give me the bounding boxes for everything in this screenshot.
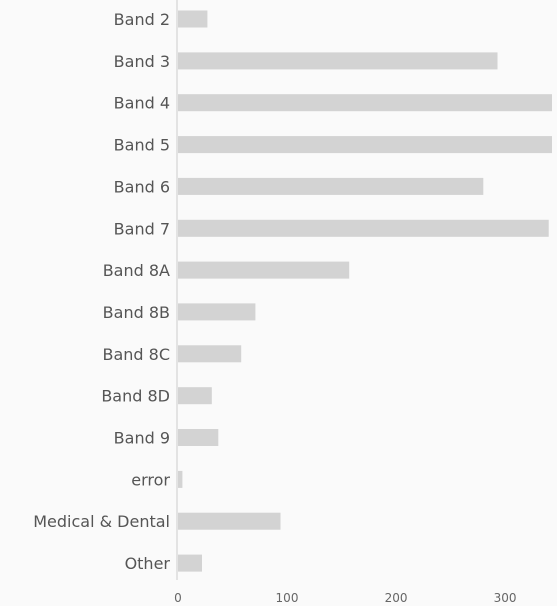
bar-band-8a xyxy=(178,261,350,279)
category-label-band-4: Band 4 xyxy=(114,94,170,113)
bar-band-6 xyxy=(178,177,484,195)
category-label-band-7: Band 7 xyxy=(114,219,170,238)
bar-band-7 xyxy=(178,219,549,237)
bar-band-4 xyxy=(178,94,552,112)
category-label-band-8c: Band 8C xyxy=(102,345,170,364)
bar-band-8b xyxy=(178,303,256,321)
category-label-band-8a: Band 8A xyxy=(103,261,170,280)
bar-other xyxy=(178,554,202,572)
x-tick-label-0: 0 xyxy=(174,591,182,605)
bar-band-8d xyxy=(178,387,212,405)
category-label-band-8b: Band 8B xyxy=(103,303,170,322)
category-label-band-8d: Band 8D xyxy=(101,387,170,406)
category-label-error: error xyxy=(131,470,170,489)
bar-band-8c xyxy=(178,345,242,363)
category-labels: Band 2 Band 3 Band 4 Band 5 Band 6 Band 7 Band… xyxy=(33,10,170,573)
category-label-band-6: Band 6 xyxy=(114,177,170,196)
bar-group xyxy=(178,10,552,572)
x-axis-ticks: 0 100 200 300 xyxy=(174,591,516,605)
bar-band-3 xyxy=(178,52,498,70)
bar-band-5 xyxy=(178,136,552,154)
bar-band-2 xyxy=(178,10,208,28)
x-tick-label-100: 100 xyxy=(276,591,299,605)
category-label-band-9: Band 9 xyxy=(114,429,170,448)
category-label-medical-dental: Medical & Dental xyxy=(33,512,170,531)
bar-band-9 xyxy=(178,429,219,446)
category-label-other: Other xyxy=(125,554,171,573)
bar-error xyxy=(178,470,183,488)
x-tick-label-200: 200 xyxy=(385,591,408,605)
bar-medical-dental xyxy=(178,512,281,530)
category-label-band-5: Band 5 xyxy=(114,136,170,155)
category-label-band-2: Band 2 xyxy=(114,10,170,29)
x-tick-label-300: 300 xyxy=(494,591,517,605)
category-label-band-3: Band 3 xyxy=(114,52,170,71)
